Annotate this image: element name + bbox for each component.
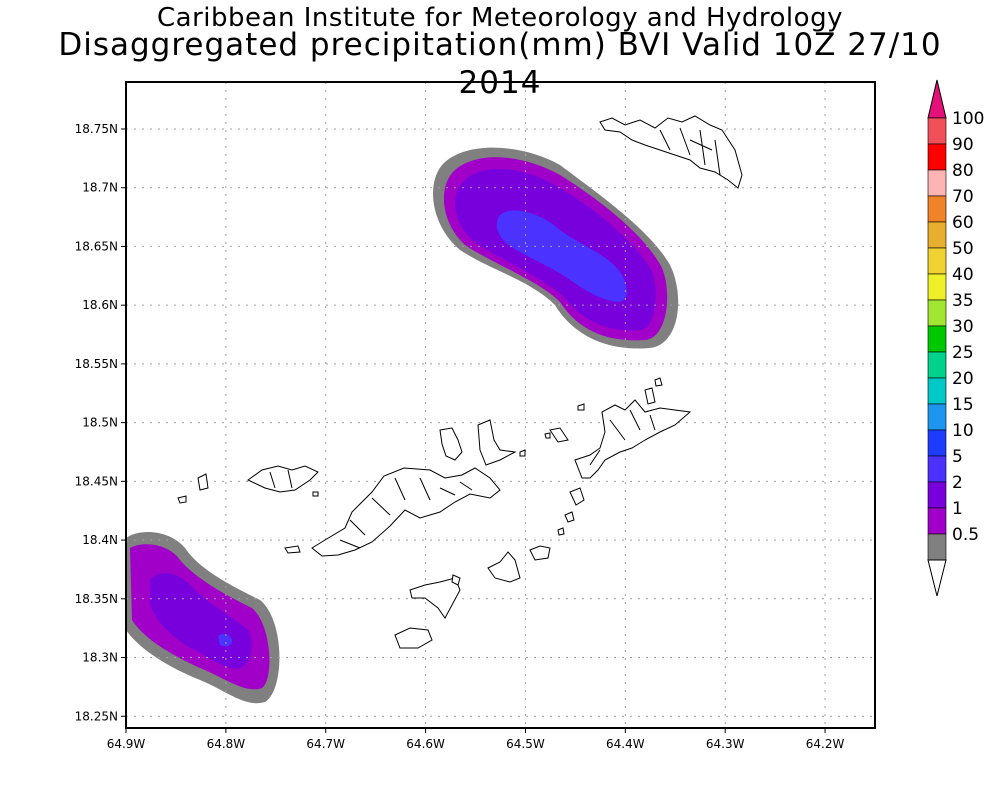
colorbar-segment bbox=[927, 299, 947, 327]
lat-tick-label: 18.4N bbox=[82, 533, 118, 547]
colorbar-level-label: 10 bbox=[952, 421, 974, 441]
lon-tick-label: 64.8W bbox=[207, 737, 246, 751]
page-title: Caribbean Institute for Meteorology and … bbox=[157, 3, 843, 33]
colorbar-segment bbox=[927, 195, 947, 223]
colorbar-segment bbox=[927, 533, 947, 561]
lat-tick-label: 18.6N bbox=[82, 298, 118, 312]
lon-tick-label: 64.3W bbox=[706, 737, 745, 751]
colorbar-level-label: 80 bbox=[952, 161, 974, 181]
lat-tick-label: 18.35N bbox=[75, 592, 118, 606]
lon-tick-label: 64.5W bbox=[506, 737, 545, 751]
colorbar-segment bbox=[927, 169, 947, 197]
lat-tick-label: 18.5N bbox=[82, 416, 118, 430]
colorbar-level-label: 90 bbox=[952, 135, 974, 155]
map-gridlines bbox=[125, 82, 875, 728]
lon-tick-label: 64.6W bbox=[406, 737, 445, 751]
precip-cell-north bbox=[433, 147, 679, 349]
colorbar-level-label: 0.5 bbox=[952, 525, 979, 545]
lat-tick-label: 18.45N bbox=[75, 474, 118, 488]
lon-tick-label: 64.2W bbox=[806, 737, 845, 751]
lat-tick-label: 18.7N bbox=[82, 181, 118, 195]
colorbar-segment bbox=[927, 221, 947, 249]
colorbar-level-label: 35 bbox=[952, 291, 974, 311]
colorbar-level-label: 30 bbox=[952, 317, 974, 337]
colorbar-bottom-arrow bbox=[927, 559, 947, 597]
colorbar-level-label: 60 bbox=[952, 213, 974, 233]
colorbar-segment bbox=[927, 325, 947, 353]
lon-tick-label: 64.4W bbox=[606, 737, 645, 751]
colorbar-segment bbox=[927, 273, 947, 301]
lat-tick-label: 18.65N bbox=[75, 239, 118, 253]
colorbar-level-label: 2 bbox=[952, 473, 963, 493]
lat-tick-label: 18.3N bbox=[82, 651, 118, 665]
colorbar-level-label: 25 bbox=[952, 343, 974, 363]
colorbar-level-label: 15 bbox=[952, 395, 974, 415]
page-subtitle: Disaggregated precipitation(mm) BVI Vali… bbox=[58, 27, 942, 101]
colorbar-segment bbox=[927, 247, 947, 275]
colorbar-level-label: 70 bbox=[952, 187, 974, 207]
colorbar-level-label: 40 bbox=[952, 265, 974, 285]
precip-colorbar: 100 90 80 70 60 50 40 35 30 25 20 15 10 5 2 1 0.5 bbox=[927, 79, 984, 597]
colorbar-level-label: 100 bbox=[952, 109, 984, 129]
colorbar-segment bbox=[927, 429, 947, 457]
colorbar-segment bbox=[927, 455, 947, 483]
colorbar-segment bbox=[927, 117, 947, 145]
colorbar-segment bbox=[927, 507, 947, 535]
colorbar-level-label: 5 bbox=[952, 447, 963, 467]
colorbar-segment bbox=[927, 403, 947, 431]
lat-tick-label: 18.25N bbox=[75, 709, 118, 723]
colorbar-segment bbox=[927, 351, 947, 379]
colorbar-level-label: 50 bbox=[952, 239, 974, 259]
lat-tick-label: 18.75N bbox=[75, 122, 118, 136]
colorbar-segment bbox=[927, 377, 947, 405]
lat-tick-label: 18.55N bbox=[75, 357, 118, 371]
colorbar-top-arrow bbox=[927, 79, 947, 119]
colorbar-segment bbox=[927, 143, 947, 171]
map-frame bbox=[125, 81, 876, 729]
precip-cell-southwest bbox=[126, 532, 280, 704]
lon-tick-label: 64.7W bbox=[306, 737, 345, 751]
island-outlines bbox=[177, 115, 743, 649]
colorbar-level-label: 1 bbox=[952, 499, 963, 519]
colorbar-segment bbox=[927, 481, 947, 509]
colorbar-level-label: 20 bbox=[952, 369, 974, 389]
lon-tick-label: 64.9W bbox=[107, 737, 146, 751]
map-axes: 64.9W 64.8W 64.7W 64.6W 64.5W 64.4W 64.3W 64.2W… bbox=[75, 122, 845, 751]
